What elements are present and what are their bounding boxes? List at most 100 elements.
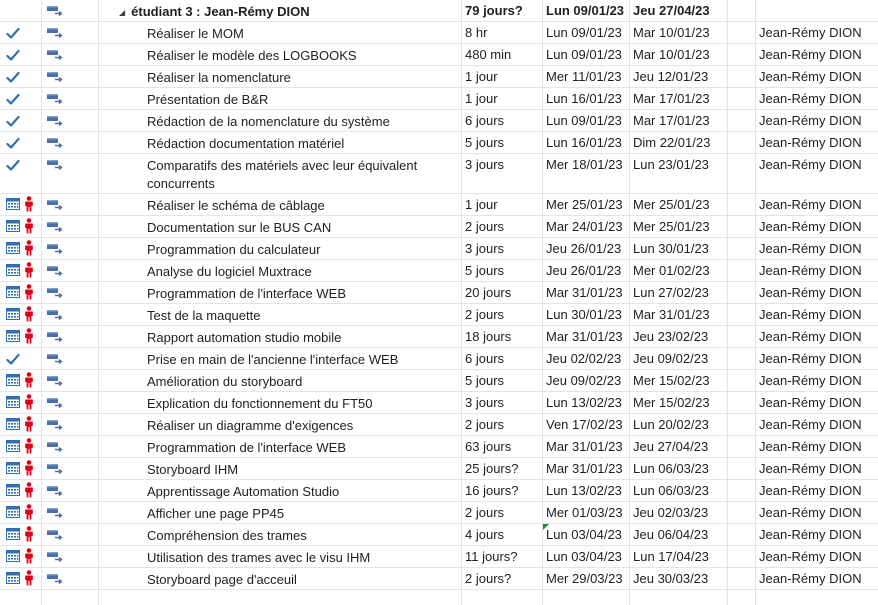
task-duration[interactable]: 20 jours: [462, 282, 543, 303]
task-start[interactable]: Lun 13/02/23: [543, 480, 630, 501]
task-end[interactable]: Lun 30/01/23: [630, 238, 728, 259]
task-mode-cell[interactable]: [42, 66, 99, 87]
person-icon[interactable]: [24, 437, 34, 457]
task-name[interactable]: Storyboard page d'acceuil: [99, 568, 462, 589]
task-mode-cell[interactable]: [42, 326, 99, 347]
task-mode-cell[interactable]: [42, 502, 99, 523]
calendar-icon[interactable]: [6, 373, 20, 389]
task-row[interactable]: Documentation sur le BUS CAN 2 jours Mar 2…: [0, 216, 878, 238]
task-end[interactable]: Jeu 09/02/23: [630, 348, 728, 369]
task-mode-cell[interactable]: [42, 132, 99, 153]
task-end[interactable]: Mer 15/02/23: [630, 370, 728, 391]
calendar-icon[interactable]: [6, 439, 20, 455]
task-mode-cell[interactable]: [42, 370, 99, 391]
task-name[interactable]: Storyboard IHM: [99, 458, 462, 479]
task-resource[interactable]: Jean-Rémy DION: [759, 571, 862, 586]
task-row[interactable]: Programmation du calculateur 3 jours Jeu 2…: [0, 238, 878, 260]
task-name[interactable]: Apprentissage Automation Studio: [99, 480, 462, 501]
task-row[interactable]: Apprentissage Automation Studio 16 jours?…: [0, 480, 878, 502]
task-end[interactable]: Mer 15/02/23: [630, 392, 728, 413]
task-mode-cell[interactable]: [42, 194, 99, 215]
task-end[interactable]: Mar 31/01/23: [630, 304, 728, 325]
summary-duration[interactable]: 79 jours?: [462, 0, 543, 21]
task-name[interactable]: Compréhension des trames: [99, 524, 462, 545]
summary-start[interactable]: Lun 09/01/23: [543, 0, 630, 21]
task-row[interactable]: Analyse du logiciel Muxtrace 5 jours Jeu 2…: [0, 260, 878, 282]
task-name[interactable]: Réaliser la nomenclature: [99, 66, 462, 87]
task-name[interactable]: Réaliser le MOM: [99, 22, 462, 43]
task-duration[interactable]: 2 jours: [462, 216, 543, 237]
task-end[interactable]: Jeu 23/02/23: [630, 326, 728, 347]
task-end[interactable]: Lun 23/01/23: [630, 154, 728, 193]
task-row[interactable]: Réaliser le schéma de câblage 1 jour Mer 2…: [0, 194, 878, 216]
task-name[interactable]: Comparatifs des matériels avec leur équi…: [99, 154, 462, 193]
task-name[interactable]: Amélioration du storyboard: [99, 370, 462, 391]
task-mode-cell[interactable]: [42, 0, 99, 21]
task-row[interactable]: Programmation de l'interface WEB 20 jours…: [0, 282, 878, 304]
task-duration[interactable]: 5 jours: [462, 132, 543, 153]
task-start[interactable]: Jeu 02/02/23: [543, 348, 630, 369]
task-mode-cell[interactable]: [42, 436, 99, 457]
task-duration[interactable]: 6 jours: [462, 110, 543, 131]
task-start[interactable]: Jeu 09/02/23: [543, 370, 630, 391]
calendar-icon[interactable]: [6, 329, 20, 345]
task-duration[interactable]: 3 jours: [462, 392, 543, 413]
task-start[interactable]: Mer 11/01/23: [543, 66, 630, 87]
task-name[interactable]: Réaliser le schéma de câblage: [99, 194, 462, 215]
task-start[interactable]: Lun 13/02/23: [543, 392, 630, 413]
calendar-icon[interactable]: [6, 417, 20, 433]
person-icon[interactable]: [24, 459, 34, 479]
collapse-caret-icon[interactable]: ◢: [119, 8, 126, 17]
task-mode-cell[interactable]: [42, 260, 99, 281]
calendar-icon[interactable]: [6, 571, 20, 587]
person-icon[interactable]: [24, 525, 34, 545]
task-resource[interactable]: Jean-Rémy DION: [759, 439, 862, 454]
task-end[interactable]: Mar 10/01/23: [630, 22, 728, 43]
task-resource[interactable]: Jean-Rémy DION: [759, 219, 862, 234]
task-end[interactable]: Mar 10/01/23: [630, 44, 728, 65]
calendar-icon[interactable]: [6, 483, 20, 499]
task-name[interactable]: Programmation de l'interface WEB: [99, 436, 462, 457]
person-icon[interactable]: [24, 371, 34, 391]
task-end[interactable]: Dim 22/01/23: [630, 132, 728, 153]
task-start[interactable]: Mer 18/01/23: [543, 154, 630, 193]
summary-row[interactable]: ◢ étudiant 3 : Jean-Rémy DION 79 jours? L…: [0, 0, 878, 22]
task-resource[interactable]: Jean-Rémy DION: [759, 25, 862, 40]
task-duration[interactable]: 1 jour: [462, 88, 543, 109]
task-resource[interactable]: Jean-Rémy DION: [759, 307, 862, 322]
task-resource[interactable]: Jean-Rémy DION: [759, 373, 862, 388]
task-mode-cell[interactable]: [42, 110, 99, 131]
task-resource[interactable]: Jean-Rémy DION: [759, 197, 862, 212]
task-end[interactable]: Mer 25/01/23: [630, 216, 728, 237]
task-duration[interactable]: 8 hr: [462, 22, 543, 43]
task-start[interactable]: Mar 31/01/23: [543, 458, 630, 479]
calendar-icon[interactable]: [6, 527, 20, 543]
task-resource[interactable]: Jean-Rémy DION: [759, 91, 862, 106]
task-resource[interactable]: Jean-Rémy DION: [759, 329, 862, 344]
task-resource[interactable]: Jean-Rémy DION: [759, 241, 862, 256]
calendar-icon[interactable]: [6, 505, 20, 521]
task-end[interactable]: Jeu 12/01/23: [630, 66, 728, 87]
task-duration[interactable]: 3 jours: [462, 238, 543, 259]
calendar-icon[interactable]: [6, 241, 20, 257]
task-start[interactable]: Ven 17/02/23: [543, 414, 630, 435]
task-start[interactable]: Lun 03/04/23: [543, 524, 630, 545]
person-icon[interactable]: [24, 195, 34, 215]
task-end[interactable]: Mer 25/01/23: [630, 194, 728, 215]
task-row[interactable]: Compréhension des trames 4 jours Lun 03/04…: [0, 524, 878, 546]
task-row[interactable]: Comparatifs des matériels avec leur équi…: [0, 154, 878, 194]
person-icon[interactable]: [24, 569, 34, 589]
task-mode-cell[interactable]: [42, 568, 99, 589]
task-mode-cell[interactable]: [42, 216, 99, 237]
task-row[interactable]: Amélioration du storyboard 5 jours Jeu 09/…: [0, 370, 878, 392]
task-resource[interactable]: Jean-Rémy DION: [759, 527, 862, 542]
calendar-icon[interactable]: [6, 219, 20, 235]
task-name[interactable]: Programmation de l'interface WEB: [99, 282, 462, 303]
task-name[interactable]: Rédaction documentation matériel: [99, 132, 462, 153]
task-start[interactable]: Lun 16/01/23: [543, 88, 630, 109]
task-resource[interactable]: Jean-Rémy DION: [759, 461, 862, 476]
task-duration[interactable]: 5 jours: [462, 370, 543, 391]
task-start[interactable]: Mer 25/01/23: [543, 194, 630, 215]
task-resource[interactable]: Jean-Rémy DION: [759, 135, 862, 150]
task-duration[interactable]: 2 jours: [462, 414, 543, 435]
